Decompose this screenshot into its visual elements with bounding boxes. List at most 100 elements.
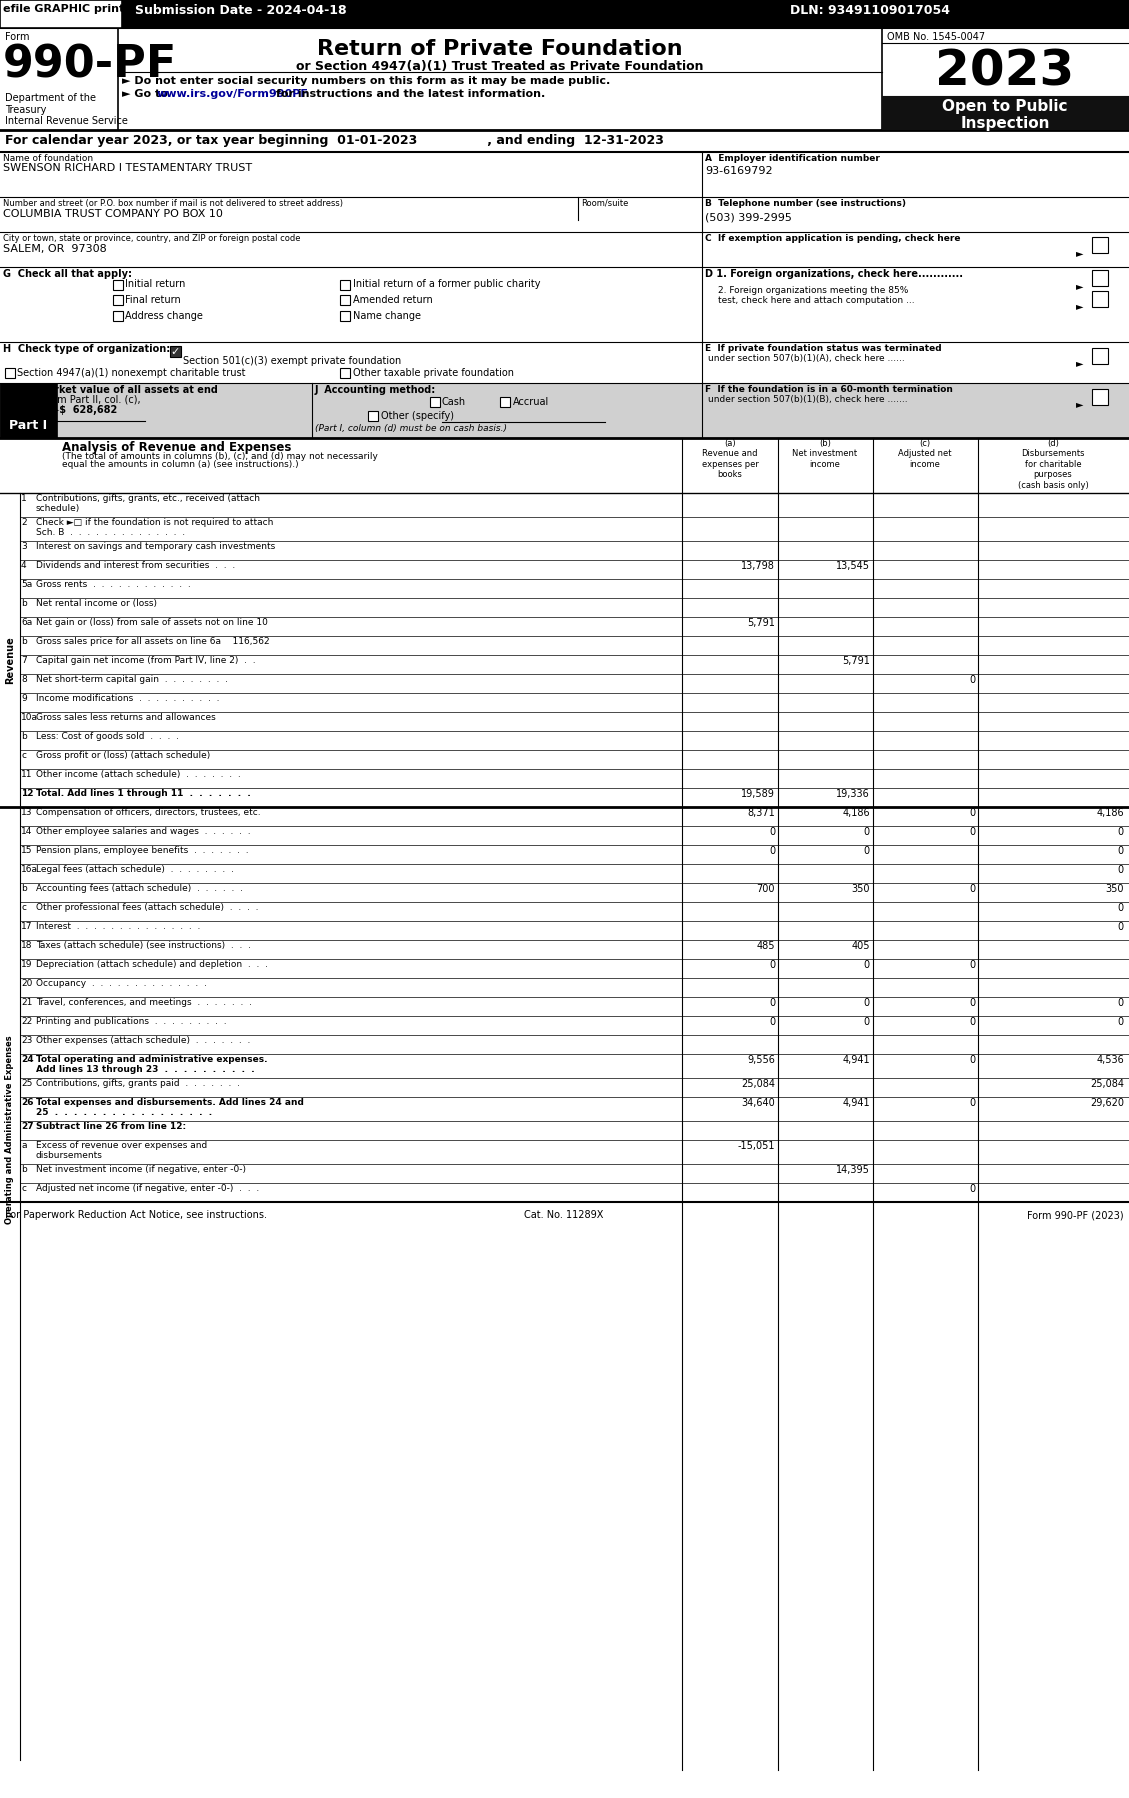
- Text: Less: Cost of goods sold  .  .  .  .: Less: Cost of goods sold . . . .: [36, 732, 180, 741]
- Bar: [1092, 388, 1108, 405]
- Text: Final return: Final return: [125, 295, 181, 306]
- Text: Net rental income or (loss): Net rental income or (loss): [36, 599, 157, 608]
- Text: 17: 17: [21, 922, 33, 931]
- Text: or Section 4947(a)(1) Trust Treated as Private Foundation: or Section 4947(a)(1) Trust Treated as P…: [296, 59, 703, 74]
- Text: J  Accounting method:: J Accounting method:: [315, 385, 436, 396]
- Text: ►: ►: [1076, 248, 1084, 257]
- Bar: [113, 280, 123, 289]
- Text: 0: 0: [1118, 1018, 1124, 1027]
- Text: Amended return: Amended return: [353, 295, 432, 306]
- Text: c: c: [21, 752, 26, 761]
- Text: (c)
Adjusted net
income: (c) Adjusted net income: [899, 439, 952, 469]
- Text: 0: 0: [969, 885, 975, 894]
- Text: 25,084: 25,084: [741, 1079, 774, 1090]
- Text: 5,791: 5,791: [842, 656, 870, 665]
- Text: c: c: [21, 1185, 26, 1194]
- Text: b: b: [21, 599, 27, 608]
- Text: 14,395: 14,395: [837, 1165, 870, 1176]
- Text: ► Go to: ► Go to: [122, 88, 172, 99]
- Text: OMB No. 1545-0047: OMB No. 1545-0047: [887, 32, 986, 41]
- Text: Section 501(c)(3) exempt private foundation: Section 501(c)(3) exempt private foundat…: [183, 356, 401, 367]
- Bar: [1092, 270, 1108, 286]
- Text: 0: 0: [969, 674, 975, 685]
- Text: 19,589: 19,589: [741, 789, 774, 798]
- Text: 0: 0: [864, 960, 870, 969]
- Text: Initial return of a former public charity: Initial return of a former public charit…: [353, 279, 541, 289]
- Text: 2: 2: [21, 518, 27, 527]
- Bar: [0, 383, 56, 439]
- Text: 0: 0: [769, 998, 774, 1009]
- Text: 0: 0: [864, 998, 870, 1009]
- Text: Excess of revenue over expenses and
disbursements: Excess of revenue over expenses and disb…: [36, 1142, 208, 1160]
- Text: -15,051: -15,051: [737, 1142, 774, 1151]
- Text: 0: 0: [769, 960, 774, 969]
- Text: Number and street (or P.O. box number if mail is not delivered to street address: Number and street (or P.O. box number if…: [3, 200, 343, 209]
- Bar: [430, 397, 440, 406]
- Text: Department of the
Treasury
Internal Revenue Service: Department of the Treasury Internal Reve…: [5, 93, 128, 126]
- Text: 0: 0: [1118, 847, 1124, 856]
- Text: (The total of amounts in columns (b), (c), and (d) may not necessarily: (The total of amounts in columns (b), (c…: [62, 451, 378, 460]
- Text: Gross sales less returns and allowances: Gross sales less returns and allowances: [36, 714, 216, 723]
- Text: Name of foundation: Name of foundation: [3, 155, 93, 164]
- Text: under section 507(b)(1)(A), check here ......: under section 507(b)(1)(A), check here .…: [708, 354, 904, 363]
- Text: 20: 20: [21, 978, 33, 987]
- Text: 0: 0: [1118, 865, 1124, 876]
- Text: Printing and publications  .  .  .  .  .  .  .  .  .: Printing and publications . . . . . . . …: [36, 1018, 227, 1027]
- Text: equal the amounts in column (a) (see instructions).): equal the amounts in column (a) (see ins…: [62, 460, 299, 469]
- Text: Section 4947(a)(1) nonexempt charitable trust: Section 4947(a)(1) nonexempt charitable …: [17, 369, 245, 378]
- Text: Submission Date - 2024-04-18: Submission Date - 2024-04-18: [135, 4, 347, 16]
- Text: 0: 0: [769, 827, 774, 838]
- Text: I  Fair market value of all assets at end: I Fair market value of all assets at end: [3, 385, 218, 396]
- Text: 0: 0: [969, 1185, 975, 1194]
- Text: 19: 19: [21, 960, 33, 969]
- Text: Check ►□ if the foundation is not required to attach
Sch. B  .  .  .  .  .  .  .: Check ►□ if the foundation is not requir…: [36, 518, 273, 538]
- Text: Interest  .  .  .  .  .  .  .  .  .  .  .  .  .  .  .: Interest . . . . . . . . . . . . . . .: [36, 922, 200, 931]
- Text: Adjusted net income (if negative, enter -0-)  .  .  .: Adjusted net income (if negative, enter …: [36, 1185, 260, 1194]
- Text: Taxes (attach schedule) (see instructions)  .  .  .: Taxes (attach schedule) (see instruction…: [36, 940, 251, 949]
- Text: Contributions, gifts, grants, etc., received (attach
schedule): Contributions, gifts, grants, etc., rece…: [36, 494, 260, 514]
- Text: Contributions, gifts, grants paid  .  .  .  .  .  .  .: Contributions, gifts, grants paid . . . …: [36, 1079, 240, 1088]
- Text: Address change: Address change: [125, 311, 203, 322]
- Text: 13: 13: [21, 807, 33, 816]
- Text: D 1. Foreign organizations, check here............: D 1. Foreign organizations, check here..…: [704, 270, 963, 279]
- Text: 23: 23: [21, 1036, 33, 1045]
- Text: Other taxable private foundation: Other taxable private foundation: [353, 369, 514, 378]
- Text: 14: 14: [21, 827, 33, 836]
- Text: 0: 0: [969, 1055, 975, 1064]
- Text: Accrual: Accrual: [513, 397, 549, 406]
- Text: 0: 0: [864, 1018, 870, 1027]
- Text: 8: 8: [21, 674, 27, 683]
- Text: Legal fees (attach schedule)  .  .  .  .  .  .  .  .: Legal fees (attach schedule) . . . . . .…: [36, 865, 234, 874]
- Text: b: b: [21, 732, 27, 741]
- Text: Operating and Administrative Expenses: Operating and Administrative Expenses: [6, 1036, 15, 1224]
- Text: 4,186: 4,186: [842, 807, 870, 818]
- Text: under section 507(b)(1)(B), check here .......: under section 507(b)(1)(B), check here .…: [708, 396, 908, 405]
- Text: DLN: 93491109017054: DLN: 93491109017054: [790, 4, 949, 16]
- Bar: [340, 369, 350, 378]
- Text: Gross rents  .  .  .  .  .  .  .  .  .  .  .  .: Gross rents . . . . . . . . . . . .: [36, 581, 191, 590]
- Text: Capital gain net income (from Part IV, line 2)  .  .: Capital gain net income (from Part IV, l…: [36, 656, 255, 665]
- Text: 13,545: 13,545: [835, 561, 870, 572]
- Text: 0: 0: [969, 1099, 975, 1108]
- Bar: [170, 345, 181, 358]
- Text: Travel, conferences, and meetings  .  .  .  .  .  .  .: Travel, conferences, and meetings . . . …: [36, 998, 252, 1007]
- Text: Other professional fees (attach schedule)  .  .  .  .: Other professional fees (attach schedule…: [36, 903, 259, 912]
- Bar: [340, 311, 350, 322]
- Text: 4,186: 4,186: [1096, 807, 1124, 818]
- Text: Cat. No. 11289X: Cat. No. 11289X: [524, 1210, 604, 1221]
- Text: 0: 0: [969, 998, 975, 1009]
- Text: 4,941: 4,941: [842, 1055, 870, 1064]
- Text: G  Check all that apply:: G Check all that apply:: [3, 270, 132, 279]
- Text: 0: 0: [864, 827, 870, 838]
- Text: 26: 26: [21, 1099, 34, 1108]
- Text: 9,556: 9,556: [747, 1055, 774, 1064]
- Text: (503) 399-2995: (503) 399-2995: [704, 212, 791, 221]
- Text: 2023: 2023: [935, 47, 1075, 95]
- Text: 29,620: 29,620: [1089, 1099, 1124, 1108]
- Text: 350: 350: [851, 885, 870, 894]
- Text: 700: 700: [756, 885, 774, 894]
- Text: ►: ►: [1076, 358, 1084, 369]
- Text: 93-6169792: 93-6169792: [704, 165, 772, 176]
- Text: Net investment income (if negative, enter -0-): Net investment income (if negative, ente…: [36, 1165, 246, 1174]
- Text: 6a: 6a: [21, 619, 33, 628]
